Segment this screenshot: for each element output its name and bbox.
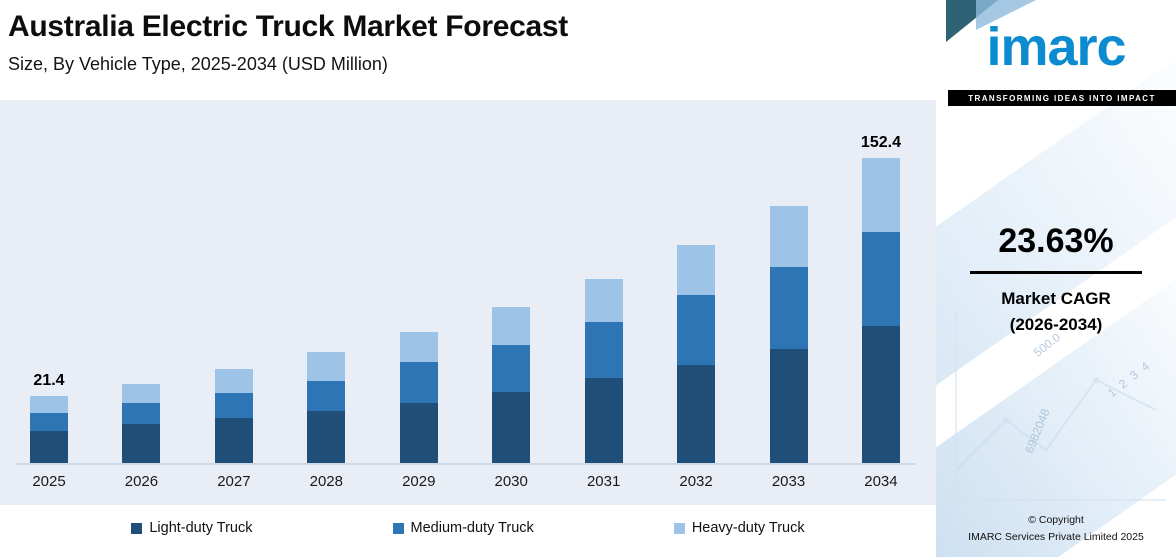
decor-chart-graphic (955, 310, 1166, 501)
bar-segment-heavy-duty-truck (861, 158, 900, 232)
legend-item-medium-duty-truck: Medium-duty Truck (392, 520, 534, 536)
x-axis-label-2031: 2031 (586, 473, 621, 490)
bar-segment-heavy-duty-truck (677, 245, 716, 296)
bar-segment-light-duty-truck (399, 402, 438, 463)
bar-segment-light-duty-truck (769, 348, 808, 463)
bar-segment-heavy-duty-truck (399, 331, 438, 362)
bar-segment-medium-duty-truck (307, 380, 346, 412)
bar-segment-light-duty-truck (307, 411, 346, 463)
x-axis-labels: 2025 2026 2027 2028 2029 2030 2031 2032 2033 2034 (30, 473, 900, 490)
bar-segment-medium-duty-truck (861, 231, 900, 326)
x-axis-label-2027: 2027 (217, 473, 251, 490)
stacked-bar-2027 (214, 368, 253, 463)
brand-panel: 500.0 1 2 3 4 6982048 imarc TRANSFORMING… (936, 0, 1176, 557)
bar-group-2025: 21.4 (30, 372, 68, 463)
bar-group-2033 (769, 205, 808, 463)
bar-group-2030 (492, 307, 531, 463)
bar-group-2028 (307, 351, 346, 463)
bar-segment-light-duty-truck (584, 378, 623, 463)
legend-item-light-duty-truck: Light-duty Truck (131, 520, 253, 536)
bar-segment-heavy-duty-truck (307, 351, 346, 381)
x-axis-label-2025: 2025 (32, 473, 66, 490)
bar-segment-medium-duty-truck (769, 267, 808, 349)
chart-legend: Light-duty Truck Medium-duty Truck Heavy-d… (0, 520, 936, 536)
chart-area: 21.4 152.4 2025 2026 2027 2028 2029 2030 2031 20… (0, 100, 936, 505)
bar-segment-heavy-duty-truck (214, 368, 253, 393)
legend-label: Heavy-duty Truck (691, 520, 805, 536)
copyright-line1: © Copyright (1028, 514, 1084, 527)
x-axis-label-2032: 2032 (679, 473, 713, 490)
bar-group-2032 (677, 245, 716, 463)
brand-tagline: TRANSFORMING IDEAS INTO IMPACT (948, 90, 1176, 106)
bar-segment-light-duty-truck (30, 431, 68, 463)
bar-segment-heavy-duty-truck (122, 383, 161, 404)
bar-segment-medium-duty-truck (677, 295, 716, 365)
bar-segment-medium-duty-truck (122, 403, 161, 424)
stacked-bar-2028 (307, 351, 346, 463)
bar-segment-heavy-duty-truck (492, 307, 531, 345)
legend-label: Light-duty Truck (149, 520, 253, 536)
stacked-bar-2032 (677, 245, 716, 463)
stacked-bar-2029 (399, 331, 438, 464)
stacked-bar-2033 (769, 205, 808, 463)
bar-value-label-2025: 21.4 (33, 371, 65, 389)
stacked-bar-2034 (861, 158, 900, 463)
x-axis-label-2029: 2029 (402, 473, 436, 490)
bar-segment-light-duty-truck (214, 418, 253, 463)
x-axis-label-2033: 2033 (771, 473, 806, 490)
copyright-notice: © Copyright IMARC Services Private Limit… (936, 512, 1176, 545)
bar-group-2027 (214, 368, 253, 463)
bar-segment-heavy-duty-truck (769, 205, 808, 268)
x-axis-line (16, 463, 916, 465)
bar-group-2031 (584, 279, 623, 463)
bar-segment-medium-duty-truck (492, 344, 531, 392)
bar-segment-medium-duty-truck (214, 392, 253, 419)
legend-swatch-icon (673, 522, 685, 534)
bar-group-2026 (122, 383, 161, 463)
bar-segment-heavy-duty-truck (584, 279, 623, 322)
cagr-underline (970, 271, 1142, 274)
bar-segment-light-duty-truck (122, 423, 161, 463)
bar-segment-heavy-duty-truck (30, 395, 68, 414)
bar-segment-medium-duty-truck (584, 322, 623, 379)
chart-header: Australia Electric Truck Market Forecast… (8, 10, 568, 75)
stacked-bar-2026 (122, 383, 161, 463)
stacked-bar-2025 (30, 395, 68, 463)
bar-segment-light-duty-truck (677, 364, 716, 463)
x-axis-label-2028: 2028 (309, 473, 343, 490)
bar-segment-light-duty-truck (861, 326, 900, 463)
copyright-line2: IMARC Services Private Limited 2025 (968, 530, 1144, 543)
bar-segment-medium-duty-truck (30, 413, 68, 431)
x-axis-label-2034: 2034 (864, 473, 898, 490)
legend-item-heavy-duty-truck: Heavy-duty Truck (673, 520, 805, 536)
bar-segment-light-duty-truck (492, 391, 531, 463)
cagr-period: (2026-2034) (1009, 314, 1103, 334)
plot-area: 21.4 152.4 (30, 100, 901, 464)
legend-swatch-icon (392, 522, 404, 534)
x-axis-label-2030: 2030 (494, 473, 528, 490)
cagr-label: Market CAGR (1001, 289, 1111, 308)
bar-group-2029 (399, 331, 438, 464)
legend-label: Medium-duty Truck (410, 520, 534, 536)
stacked-bar-2031 (584, 279, 623, 463)
chart-subtitle: Size, By Vehicle Type, 2025-2034 (USD Mi… (8, 54, 388, 74)
stacked-bar-2030 (492, 307, 531, 463)
bar-group-2034: 152.4 (860, 134, 901, 463)
bar-value-label-2034: 152.4 (860, 134, 901, 152)
imarc-logo: imarc (986, 17, 1126, 77)
bar-segment-medium-duty-truck (399, 361, 438, 403)
cagr-block: 23.63% Market CAGR (2026-2034) (936, 222, 1176, 337)
legend-swatch-icon (131, 522, 143, 534)
chart-section: Australia Electric Truck Market Forecast… (0, 10, 936, 536)
x-axis-label-2026: 2026 (124, 473, 159, 490)
cagr-value: 23.63% (998, 222, 1114, 260)
page-title: Australia Electric Truck Market Forecast (8, 10, 568, 43)
